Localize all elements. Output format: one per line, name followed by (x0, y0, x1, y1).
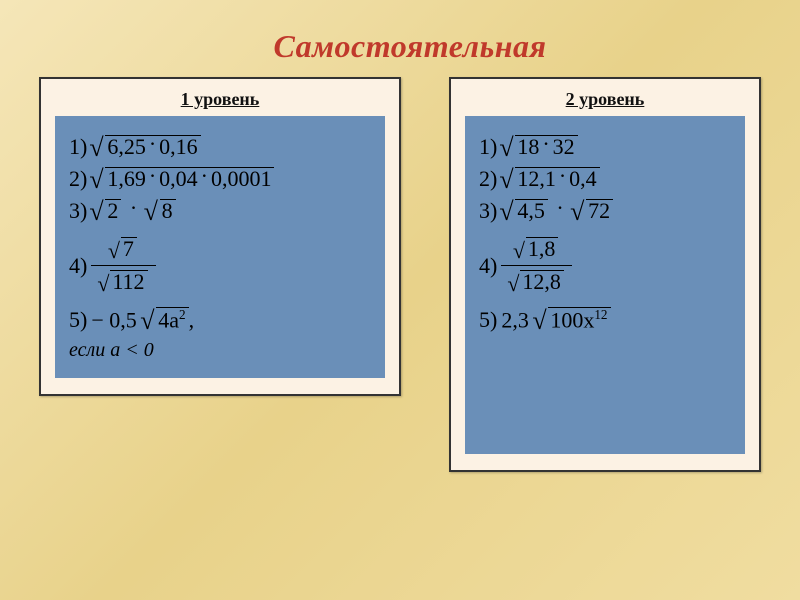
panel-level-2: 2 уровень 1) 18·32 2) 12,1·0,4 (449, 77, 761, 472)
problem-1-condition: если a < 0 (69, 339, 371, 362)
problem-number: 4) (479, 253, 497, 279)
problem-number: 1) (479, 134, 497, 160)
problem-1-2: 2) 1,69·0,04·0,0001 (69, 166, 371, 192)
problem-2-3: 3) 4,5 · 72 (479, 198, 731, 224)
problem-number: 4) (69, 253, 87, 279)
problem-1-5: 5) − 0,5 4a2, (69, 307, 371, 333)
page-title: Самостоятельная (0, 0, 800, 65)
panel-level-1: 1 уровень 1) 6,25·0,16 2) 1,69·0,04·0,00… (39, 77, 401, 396)
problem-2-4: 4) 1,8 12,8 (479, 230, 731, 301)
problem-number: 5) (69, 307, 87, 333)
problem-2-5: 5) 2,3 100x12 (479, 307, 731, 333)
panel-1-heading: 1 уровень (55, 89, 385, 110)
problem-1-3: 3) 2 · 8 (69, 198, 371, 224)
problem-1-1: 1) 6,25·0,16 (69, 134, 371, 160)
problem-2-1: 1) 18·32 (479, 134, 731, 160)
mathbox-level-1: 1) 6,25·0,16 2) 1,69·0,04·0,0001 3) (55, 116, 385, 378)
problem-number: 1) (69, 134, 87, 160)
problem-2-2: 2) 12,1·0,4 (479, 166, 731, 192)
panels-container: 1 уровень 1) 6,25·0,16 2) 1,69·0,04·0,00… (0, 77, 800, 472)
problem-number: 3) (69, 198, 87, 224)
panel-2-heading: 2 уровень (465, 89, 745, 110)
problem-1-4: 4) 7 112 (69, 230, 371, 301)
problem-number: 5) (479, 307, 497, 333)
problem-number: 3) (479, 198, 497, 224)
problem-number: 2) (479, 166, 497, 192)
mathbox-level-2: 1) 18·32 2) 12,1·0,4 3) 4,5 (465, 116, 745, 454)
problem-number: 2) (69, 166, 87, 192)
